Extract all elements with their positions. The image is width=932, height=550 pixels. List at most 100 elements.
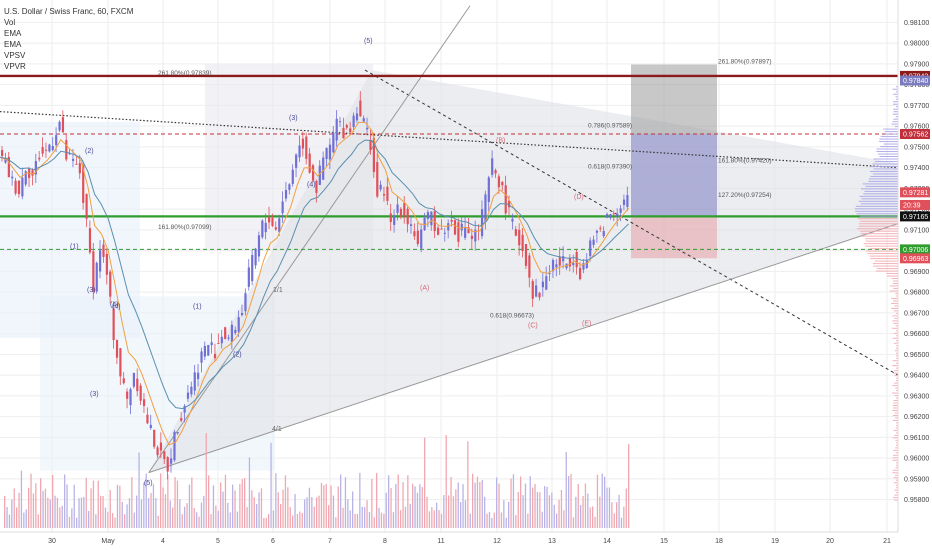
candle-body [281,201,284,214]
legend-vol[interactable]: Vol [4,18,16,27]
volume-bar [522,495,524,528]
volume-bar [37,514,39,528]
volume-profile-bar [896,367,898,369]
volume-bar [428,511,431,528]
candle-body [230,324,234,342]
volume-bar [450,477,452,528]
candle-body [136,378,139,392]
volume-bar [119,485,121,528]
candle-body [585,260,588,269]
volume-profile-bar [893,482,898,484]
volume-profile-bar [895,452,898,454]
candle-body [288,184,291,190]
volume-bar [229,512,231,528]
candle-body [220,336,223,344]
volume-profile-bar [872,173,898,175]
volume-bar [565,451,567,528]
volume-bar [200,502,203,528]
volume-profile-bar [862,183,898,185]
volume-bar [402,482,404,528]
volume-profile-bar [865,185,898,187]
volume-bar [30,473,32,528]
candle-body [440,228,443,230]
candlesticks [1,91,629,480]
volume-bar [280,504,282,528]
volume-profile-bar [896,444,898,446]
volume-profile-bar [896,335,898,337]
volume-profile-bar [896,347,898,349]
volume-bar [8,514,11,528]
volume-bar [412,483,414,528]
volume-profile-bar [893,108,898,110]
candle-body [126,391,129,399]
candle-body [541,281,544,288]
price-tick-label: 0.96300 [904,393,929,400]
legend-vpvr[interactable]: VPVR [4,62,26,71]
price-tag [900,129,930,140]
candle-body [284,190,288,199]
time-tick-label: 20 [826,538,834,545]
legend-ema-1[interactable]: EMA [4,29,22,38]
volume-bar [457,482,459,528]
wave-label: (1) [70,244,79,251]
candle-body [102,244,105,257]
volume-bar [464,500,467,528]
volume-profile-bar [893,429,898,431]
candle-body [538,292,541,298]
volume-bar [188,484,191,528]
legend-vpsv[interactable]: VPSV [4,51,26,60]
candle-body [582,263,585,270]
candle-body [328,144,332,160]
volume-bar [484,496,486,528]
candle-body [173,431,176,461]
price-tag [900,211,930,222]
volume-profile-bar [892,315,898,317]
volume-bar [601,473,603,528]
price-tick-label: 0.98100 [904,20,929,27]
volume-bar [500,512,503,528]
volume-profile-bar [894,370,898,372]
volume-profile-bar [896,330,898,332]
volume-profile-bar [892,121,898,123]
time-tick-label: 6 [271,538,275,545]
volume-bar [340,474,342,528]
volume-profile-bar [864,190,898,192]
candle-body [457,222,460,242]
volume-bar [352,491,354,528]
volume-profile-bar [896,91,898,93]
price-tick-label: 0.97400 [904,165,929,172]
volume-bar [244,478,246,528]
volume-profile-bar [867,253,898,255]
volume-bar [460,502,462,528]
volume-bar [436,502,438,528]
volume-profile-bar [879,138,898,140]
volume-bar [491,517,493,528]
volume-bar [272,510,275,528]
price-tag [900,75,930,86]
candle-body [112,308,115,341]
candle-body [132,372,136,387]
volume-bar [205,433,207,528]
volume-profile-bar [872,263,898,265]
price-tick-label: 0.97100 [904,227,929,234]
volume-bar [16,507,18,528]
volume-bar [546,486,548,528]
candle-body [325,147,328,159]
candle-body [183,405,186,413]
volume-bar [452,496,455,528]
volume-profile-bar [896,492,898,494]
volume-bar [287,487,289,528]
candle-body [558,257,561,266]
volume-profile-bar [896,424,898,426]
candle-body [119,348,122,377]
volume-bar [582,496,584,528]
candle-body [609,214,612,218]
legend-ema-2[interactable]: EMA [4,40,22,49]
volume-bar [570,474,572,528]
volume-profile-bar [895,387,898,389]
volume-bar [128,498,131,528]
candle-body [305,136,308,159]
price-tick-label: 0.97700 [904,103,929,110]
candle-body [409,224,413,226]
